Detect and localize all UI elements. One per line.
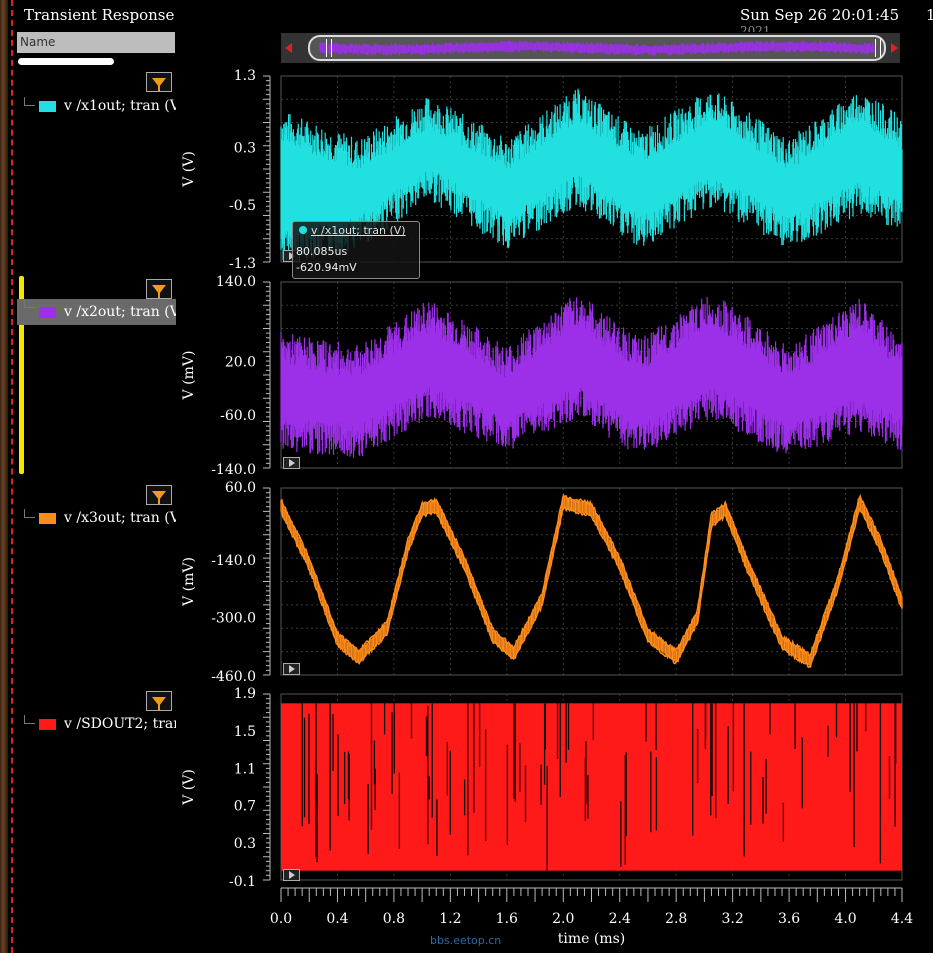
x-tick-label: 4.4 [891, 911, 913, 927]
overview-trace [319, 40, 875, 56]
overview-scroll-thumb[interactable] [308, 35, 886, 61]
y-tick-label: -0.1 [229, 874, 256, 890]
y-axis-label: V (V) [181, 769, 197, 806]
marker-label: v /x1out; tran (V) [311, 224, 406, 237]
x-tick-label: 4.0 [834, 911, 856, 927]
x-tick-label: 3.6 [778, 911, 800, 927]
y-tick-label: -300.0 [211, 610, 256, 626]
y-axis-label: V (mV) [181, 351, 197, 401]
x-tick-label: 1.6 [496, 911, 518, 927]
x-tick-label: 2.8 [665, 911, 687, 927]
play-icon[interactable] [283, 663, 300, 675]
tree-connector [24, 97, 35, 106]
datetime-year: 2021 [740, 24, 771, 32]
y-tick-label: -140.0 [211, 462, 256, 478]
play-icon[interactable] [283, 457, 300, 469]
signal-label: v /x2out; tran (V [64, 304, 176, 320]
x-tick-label: 0.4 [326, 911, 348, 927]
play-icon[interactable] [283, 869, 300, 881]
filter-icon[interactable] [146, 691, 172, 711]
y-tick-label: 20.0 [225, 355, 256, 371]
tree-connector [24, 715, 35, 724]
signal-row-x1out[interactable]: v /x1out; tran (V [24, 97, 176, 115]
signal-row-x2out[interactable]: v /x2out; tran (V [17, 299, 176, 325]
plot-frame [280, 487, 903, 676]
color-swatch [39, 306, 56, 318]
x-tick-label: 2.0 [552, 911, 574, 927]
y-tick-label: -460.0 [211, 669, 256, 685]
filter-icon[interactable] [146, 485, 172, 505]
y-tick-label: -140.0 [211, 553, 256, 569]
overview-right-handle[interactable] [875, 39, 881, 57]
left-border-dashed [11, 0, 13, 953]
y-tick-label: -1.3 [229, 256, 256, 272]
color-swatch [39, 718, 56, 730]
overview-left-handle[interactable] [326, 39, 332, 57]
signal-label: v /x3out; tran (V [64, 510, 176, 526]
y-axis-label: V (V) [181, 151, 197, 188]
x-tick-label: 2.4 [609, 911, 631, 927]
y-tick-label: 0.3 [234, 836, 256, 852]
corner-label: 1 [926, 6, 933, 24]
color-swatch [39, 100, 56, 112]
name-column-header[interactable]: Name [17, 32, 175, 53]
series-trace [280, 297, 903, 458]
filter-icon[interactable] [146, 72, 172, 92]
digital-signal-band [281, 703, 902, 871]
color-swatch [39, 512, 56, 524]
tree-connector [24, 299, 35, 308]
signal-label: v /x1out; tran (V [64, 98, 176, 114]
y-tick-label: 60.0 [225, 480, 256, 496]
y-tick-label: 0.3 [234, 141, 256, 157]
signal-row-x3out[interactable]: v /x3out; tran (V [24, 509, 176, 527]
y-tick-label: 0.7 [234, 799, 256, 815]
series-trace [280, 493, 903, 656]
watermark: bbs.eetop.cn [430, 934, 502, 947]
tree-connector [24, 509, 35, 518]
scroll-left-icon[interactable] [285, 43, 292, 53]
signal-row-sdout2[interactable]: v /SDOUT2; tran [24, 715, 176, 733]
y-tick-label: 1.3 [234, 68, 256, 84]
x-tick-label: 0.0 [270, 911, 292, 927]
y-tick-label: -0.5 [229, 198, 256, 214]
x-tick-label: 0.8 [383, 911, 405, 927]
scroll-right-icon[interactable] [891, 43, 898, 53]
selected-strip-indicator [19, 276, 24, 474]
series-trace [280, 88, 903, 262]
y-tick-label: 1.1 [234, 761, 256, 777]
y-tick-label: 140.0 [216, 274, 256, 290]
marker-x-value: 80.085us [296, 245, 348, 258]
marker-dot-icon [299, 226, 307, 234]
datetime-stamp: Sun Sep 26 20:01:45 [740, 6, 900, 24]
left-edge-decoration [0, 0, 8, 953]
overview-waveform [319, 40, 875, 56]
filter-icon[interactable] [146, 279, 172, 299]
marker-y-value: -620.94mV [296, 261, 357, 274]
y-tick-label: 1.5 [234, 724, 256, 740]
y-axis-label: V (mV) [181, 557, 197, 607]
window-title: Transient Response [24, 6, 175, 24]
x-tick-label: 1.2 [439, 911, 461, 927]
y-tick-label: -60.0 [220, 408, 256, 424]
signal-label: v /SDOUT2; tran [64, 716, 176, 732]
x-tick-label: 3.2 [722, 911, 744, 927]
x-axis-label: time (ms) [558, 931, 626, 947]
panel-horizontal-scrollbar[interactable] [18, 58, 114, 65]
y-tick-label: 1.9 [234, 686, 256, 702]
marker-readout[interactable]: v /x1out; tran (V) 80.085us -620.94mV [292, 221, 420, 279]
